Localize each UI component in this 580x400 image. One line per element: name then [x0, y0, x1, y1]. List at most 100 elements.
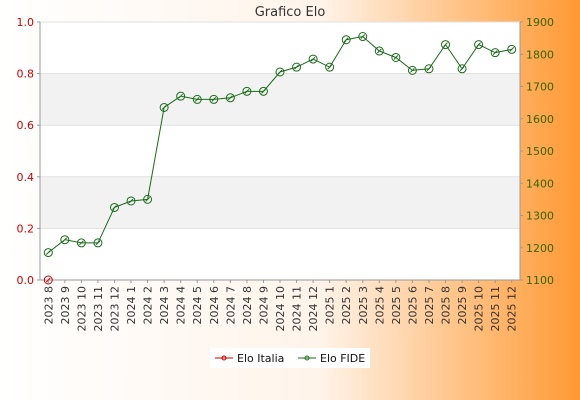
data-point-mark-elo-fide [95, 240, 101, 246]
x-tick-label: 2024 4 [175, 286, 188, 325]
legend-box [210, 348, 370, 368]
data-point-elo-fide [258, 86, 268, 96]
x-tick-label: 2025 2 [340, 286, 353, 325]
y-right-tick-label: 1300 [526, 210, 554, 223]
data-point-mark-elo-italia [45, 277, 51, 283]
x-tick-label: 2024 11 [291, 286, 304, 332]
data-point-mark-elo-fide [79, 240, 84, 246]
legend: Elo Italia Elo FIDE [210, 348, 370, 368]
data-point-elo-fide [93, 238, 103, 248]
x-tick-label: 2025 3 [357, 286, 370, 325]
x-tick-label: 2024 3 [158, 286, 171, 325]
data-point-elo-fide [325, 62, 335, 72]
data-point-mark-elo-fide [509, 47, 515, 52]
data-point-mark-elo-fide [410, 68, 415, 73]
data-point-elo-italia [43, 275, 53, 285]
data-point-elo-fide [225, 93, 235, 103]
data-point-elo-fide [424, 64, 434, 74]
x-tick-label: 2024 8 [241, 286, 254, 325]
data-point-mark-elo-fide [178, 93, 184, 99]
y-right-tick-label: 1200 [526, 242, 554, 255]
data-point-mark-elo-fide [277, 69, 283, 75]
x-tick-label: 2023 9 [59, 286, 72, 325]
legend-marker-elo-italia [221, 355, 227, 361]
data-point-mark-elo-fide [294, 64, 299, 70]
data-point-elo-fide [176, 91, 186, 101]
data-point-elo-fide [441, 40, 451, 50]
data-point-elo-fide [474, 40, 484, 50]
data-point-elo-fide [143, 194, 153, 204]
x-tick-label: 2025 5 [390, 286, 403, 325]
data-point-elo-fide [242, 86, 252, 96]
data-point-mark-elo-fide [244, 88, 250, 94]
data-point-elo-fide [507, 44, 517, 54]
x-tick-label: 2025 7 [423, 286, 436, 325]
x-tick-label: 2025 11 [489, 286, 502, 332]
data-point-mark-elo-fide [161, 105, 167, 110]
chart-title: Grafico Elo [255, 5, 326, 20]
plot-area [40, 22, 520, 280]
legend-label-elo-italia: Elo Italia [237, 352, 284, 365]
y-left-tick-label: 1.0 [17, 16, 35, 29]
data-point-elo-fide [43, 248, 53, 258]
x-tick-label: 2023 10 [75, 286, 88, 332]
data-point-elo-fide [358, 32, 368, 42]
data-point-mark-elo-fide [112, 205, 117, 210]
x-tick-label: 2023 12 [108, 286, 121, 332]
data-point-mark-elo-fide [360, 34, 366, 39]
data-point-elo-fide [407, 65, 417, 75]
data-point-mark-elo-fide [128, 198, 134, 204]
x-tick-label: 2025 6 [406, 286, 419, 325]
y-right-tick-label: 1400 [526, 177, 554, 190]
data-point-elo-fide [391, 52, 401, 62]
x-tick-label: 2024 7 [224, 286, 237, 325]
y-right-tick-label: 1900 [526, 16, 554, 29]
y-left-tick-label: 0.6 [17, 119, 35, 132]
data-point-elo-fide [308, 54, 318, 64]
y-right-tick-label: 1100 [526, 274, 554, 287]
data-point-mark-elo-fide [310, 56, 316, 62]
data-point-elo-fide [159, 102, 169, 112]
data-point-mark-elo-fide [62, 237, 68, 243]
x-tick-label: 2024 9 [257, 286, 270, 325]
y-right-tick-label: 1800 [526, 48, 554, 61]
data-point-elo-fide [457, 64, 467, 74]
grid-band [40, 176, 520, 229]
data-point-mark-elo-fide [194, 97, 200, 102]
legend-marker-elo-fide [304, 355, 310, 361]
data-point-elo-fide [60, 235, 70, 245]
data-point-mark-elo-fide [145, 197, 150, 202]
data-point-elo-fide [341, 35, 351, 45]
x-tick-label: 2025 9 [456, 286, 469, 325]
y-left-tick-label: 0.2 [17, 222, 35, 235]
x-tick-label: 2025 1 [324, 286, 337, 325]
x-tick-label: 2024 2 [142, 286, 155, 325]
data-point-mark-elo-fide [327, 64, 333, 70]
data-point-mark-elo-fide [476, 42, 481, 47]
data-point-mark-elo-fide [393, 55, 399, 60]
data-point-elo-fide [192, 94, 202, 104]
data-point-elo-fide [109, 202, 119, 212]
data-point-mark-elo-fide [343, 37, 349, 43]
x-tick-label: 2024 6 [208, 286, 221, 325]
legend-label-elo-fide: Elo FIDE [320, 352, 365, 365]
data-point-elo-fide [209, 94, 219, 104]
data-point-mark-elo-fide [492, 50, 498, 55]
data-point-mark-elo-fide [459, 66, 465, 72]
x-tick-label: 2025 4 [373, 286, 386, 325]
x-tick-label: 2023 8 [42, 286, 55, 325]
y-left-tick-label: 0.0 [17, 274, 35, 287]
y-right-tick-label: 1700 [526, 81, 554, 94]
x-tick-label: 2024 5 [191, 286, 204, 325]
data-point-mark-elo-fide [211, 97, 217, 102]
data-point-elo-fide [292, 62, 302, 72]
data-point-mark-elo-fide [443, 42, 448, 47]
x-tick-label: 2025 8 [440, 286, 453, 325]
data-point-mark-elo-fide [376, 48, 382, 54]
data-point-mark-elo-fide [227, 95, 233, 101]
y-left-tick-label: 0.8 [17, 68, 35, 81]
y-right-tick-label: 1600 [526, 113, 554, 126]
x-tick-label: 2024 1 [125, 286, 138, 325]
